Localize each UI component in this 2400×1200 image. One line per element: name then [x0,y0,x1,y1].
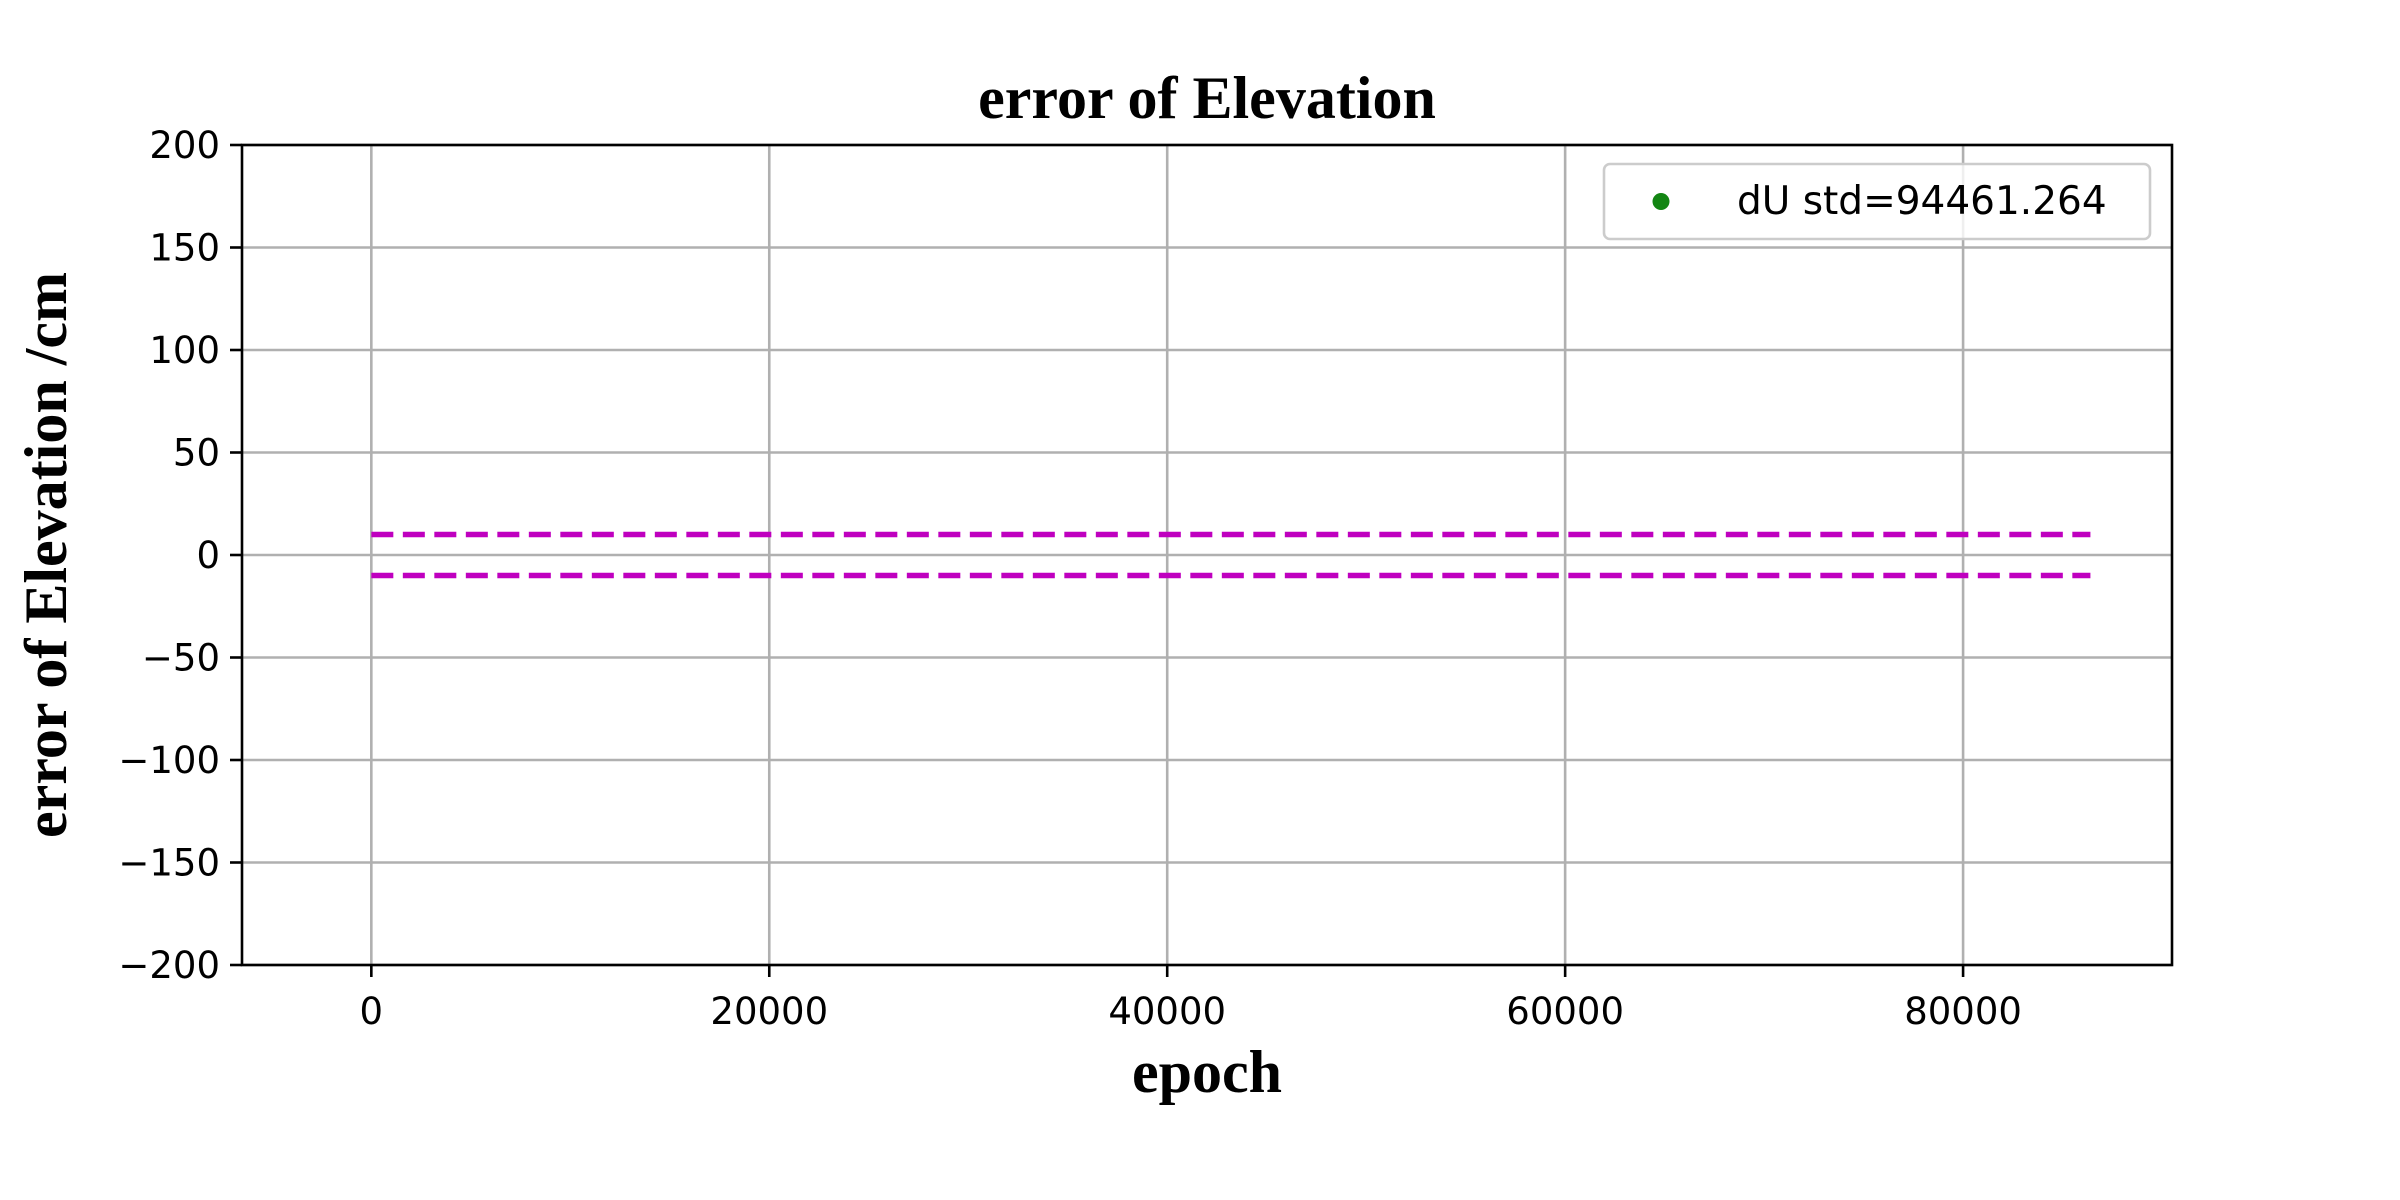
y-tick-label: 100 [149,329,220,372]
y-tick-label: 200 [149,124,220,167]
y-tick-label: −150 [118,842,220,885]
y-tick-label: −200 [118,944,220,987]
y-tick-label: −50 [142,637,220,680]
y-tick-label: 150 [149,227,220,270]
legend-box [1602,162,2152,241]
y-tick-label: −100 [118,739,220,782]
y-tick-label: 0 [196,534,220,577]
axis-ticks: 0 20000 40000 60000 80000 200 150 100 50 0 −50 −100… [118,124,2022,1033]
x-tick-label: 60000 [1506,990,1624,1033]
x-tick-label: 80000 [1904,990,2022,1033]
x-tick-label: 0 [360,990,384,1033]
x-axis-title: epoch [1132,1039,1282,1105]
legend-label: dU std=94461.264 [1737,179,2107,224]
legend: dU std=94461.264 [1602,162,2152,241]
x-tick-label: 40000 [1108,990,1226,1033]
x-tick-label: 20000 [710,990,828,1033]
y-tick-label: 50 [173,432,220,475]
y-axis-title: error of Elevation /cm [13,272,79,838]
chart-title: error of Elevation [978,65,1436,131]
grid-lines [242,143,2172,967]
threshold-lines [371,531,2091,579]
legend-marker-dot [1652,193,1670,210]
